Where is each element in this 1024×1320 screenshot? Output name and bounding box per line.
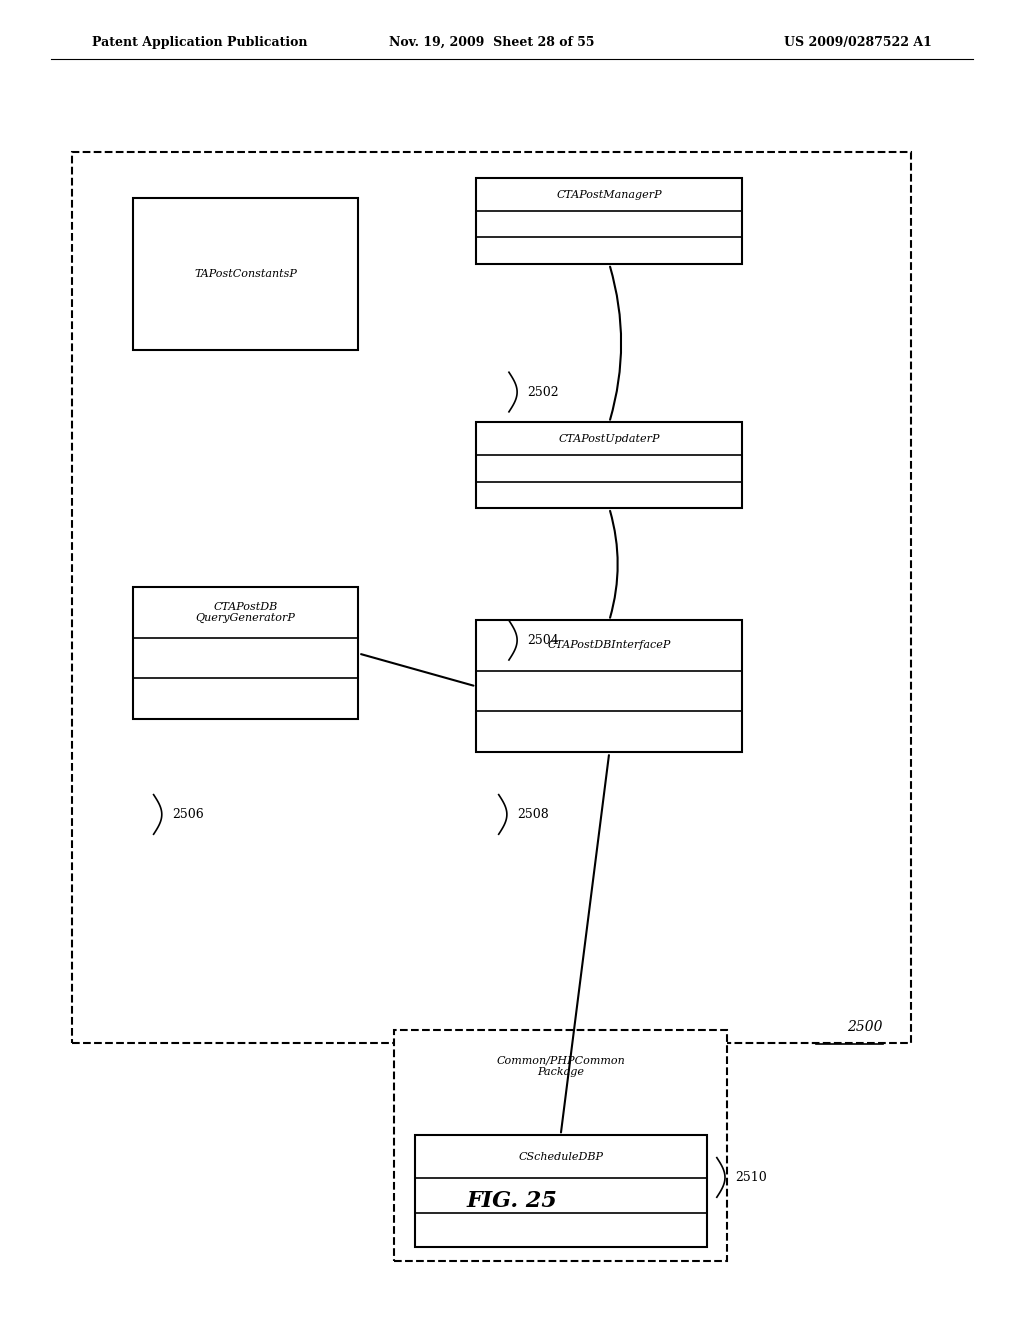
FancyBboxPatch shape (476, 178, 742, 264)
Text: 2506: 2506 (172, 808, 204, 821)
FancyBboxPatch shape (72, 152, 911, 1043)
Text: CTAPostManagerP: CTAPostManagerP (556, 190, 663, 199)
FancyBboxPatch shape (476, 620, 742, 752)
Text: TAPostConstantsP: TAPostConstantsP (195, 269, 297, 279)
Text: CScheduleDBP: CScheduleDBP (518, 1151, 603, 1162)
Text: 2504: 2504 (527, 634, 559, 647)
Text: 2502: 2502 (527, 385, 559, 399)
Text: 2510: 2510 (735, 1171, 767, 1184)
Text: CTAPostUpdaterP: CTAPostUpdaterP (558, 434, 660, 444)
Text: Patent Application Publication: Patent Application Publication (92, 36, 307, 49)
FancyBboxPatch shape (133, 198, 358, 350)
Text: Common/PHPCommon
Package: Common/PHPCommon Package (497, 1056, 625, 1077)
Text: US 2009/0287522 A1: US 2009/0287522 A1 (784, 36, 932, 49)
Text: Nov. 19, 2009  Sheet 28 of 55: Nov. 19, 2009 Sheet 28 of 55 (389, 36, 594, 49)
FancyBboxPatch shape (476, 422, 742, 508)
Text: FIG. 25: FIG. 25 (467, 1191, 557, 1212)
FancyBboxPatch shape (394, 1030, 727, 1261)
Text: 2508: 2508 (517, 808, 549, 821)
Text: 2500: 2500 (847, 1020, 883, 1034)
FancyBboxPatch shape (415, 1135, 707, 1247)
FancyBboxPatch shape (133, 587, 358, 719)
Text: CTAPostDBInterfaceP: CTAPostDBInterfaceP (548, 640, 671, 651)
Text: CTAPostDB
QueryGeneratorP: CTAPostDB QueryGeneratorP (196, 602, 296, 623)
